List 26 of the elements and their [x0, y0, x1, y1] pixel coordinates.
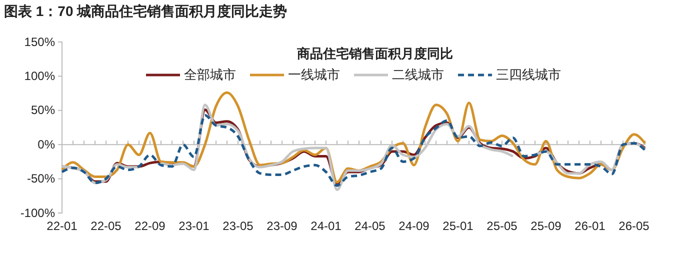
y-tick-label: 100% [24, 69, 56, 84]
x-tick-label: 23-09 [266, 219, 298, 233]
x-tick-label: 23-01 [178, 219, 210, 233]
y-tick-label: -50% [26, 172, 56, 186]
x-tick-label: 24-05 [354, 219, 386, 233]
legend-label: 二线城市 [392, 67, 444, 82]
y-tick-label: 150% [24, 34, 56, 49]
y-tick-label: 0% [38, 137, 56, 152]
x-tick-label: 22-01 [46, 219, 78, 233]
x-tick-label: 24-01 [310, 219, 342, 233]
chart-title: 图表 1：70 城商品住宅销售面积月度同比走势 [4, 3, 288, 19]
x-tick-label: 25-09 [530, 219, 562, 233]
legend-label: 全部城市 [184, 67, 236, 82]
y-tick-label: 50% [30, 103, 56, 118]
x-tick-label: 25-05 [486, 219, 518, 233]
y-tick-label: -100% [20, 206, 56, 220]
chart-subtitle: 商品住宅销售面积月度同比 [296, 46, 453, 61]
x-tick-label: 25-01 [442, 219, 474, 233]
x-tick-label: 24-09 [398, 219, 430, 233]
x-tick-label: 23-05 [222, 219, 254, 233]
legend-label: 三四线城市 [496, 67, 561, 82]
x-tick-label: 26-05 [618, 219, 650, 233]
legend-label: 一线城市 [288, 67, 340, 82]
x-tick-label: 22-05 [90, 219, 122, 233]
x-tick-label: 26-01 [574, 219, 606, 233]
x-tick-label: 22-09 [134, 219, 166, 233]
